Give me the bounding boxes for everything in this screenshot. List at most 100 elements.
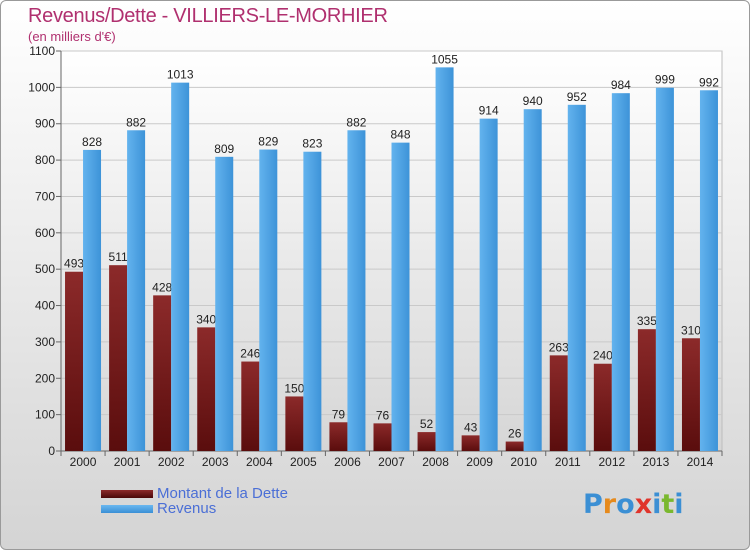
bar-revenus [435,67,454,451]
bar-revenus [303,151,322,451]
y-tick-label: 600 [35,226,55,240]
bar-revenus [523,109,542,451]
data-label-revenus: 882 [126,115,146,129]
logo-letter: x [634,489,653,520]
chart-subtitle: (en milliers d'€) [28,29,116,44]
data-label-revenus: 848 [390,128,410,142]
x-tick-label: 2012 [598,455,625,469]
data-label-revenus: 992 [699,75,719,89]
y-tick-label: 100 [35,408,55,422]
proxiti-logo: Proxiti [583,489,684,520]
x-tick-label: 2010 [510,455,537,469]
data-label-dette: 428 [152,280,172,294]
data-label-revenus: 1055 [431,52,458,66]
data-label-revenus: 940 [523,94,543,108]
x-tick-label: 2004 [246,455,273,469]
data-label-dette: 493 [64,257,84,271]
logo-letter: i [674,489,684,520]
x-tick-label: 2009 [466,455,493,469]
data-label-dette: 43 [464,420,478,434]
logo-letter: o [616,489,635,520]
bar-revenus [611,93,630,451]
bar-dette [637,329,656,451]
data-label-revenus: 914 [479,104,499,118]
data-label-revenus: 828 [82,135,102,149]
data-label-dette: 511 [109,250,128,264]
x-tick-label: 2014 [687,455,714,469]
x-tick-label: 2000 [70,455,97,469]
bar-revenus [215,156,234,451]
logo-letter: P [583,489,603,520]
data-label-revenus: 999 [655,73,675,87]
bar-dette [153,295,172,451]
bar-dette [505,441,524,451]
data-label-dette: 246 [240,347,260,361]
bar-revenus [347,130,366,452]
logo-letter: t [661,489,675,520]
bar-revenus [259,149,278,451]
legend-label-dette: Montant de la Dette [157,485,288,502]
bar-dette [285,396,304,451]
data-label-dette: 76 [376,408,390,422]
y-tick-label: 700 [35,189,55,203]
data-label-dette: 340 [196,312,216,326]
y-tick-label: 300 [35,335,55,349]
x-tick-label: 2002 [158,455,185,469]
data-label-revenus: 1013 [167,68,194,82]
x-tick-label: 2003 [202,455,229,469]
legend-swatch-dette [101,490,153,498]
bar-revenus [699,90,718,451]
data-label-dette: 26 [508,427,522,441]
x-tick-label: 2007 [378,455,405,469]
data-label-revenus: 823 [302,137,322,151]
chart-title: Revenus/Dette - VILLIERS-LE-MORHIER [28,5,388,27]
y-tick-label: 0 [48,444,55,458]
bar-revenus [127,130,146,452]
x-tick-label: 2001 [114,455,141,469]
data-label-revenus: 952 [567,90,587,104]
x-tick-label: 2006 [334,455,361,469]
data-label-dette: 310 [681,323,701,337]
y-tick-label: 500 [35,262,55,276]
y-tick-label: 800 [35,153,55,167]
data-label-revenus: 829 [258,135,278,149]
bar-revenus [655,87,674,452]
bar-dette [197,327,216,451]
bar-revenus [171,82,190,452]
y-tick-label: 400 [35,299,55,313]
bar-dette [461,435,480,451]
x-tick-label: 2005 [290,455,317,469]
bar-dette [65,271,84,451]
x-tick-label: 2008 [422,455,449,469]
y-tick-label: 1000 [28,80,55,94]
bar-dette [373,423,392,451]
bar-dette [549,355,568,451]
logo-letter: i [652,489,662,520]
y-tick-label: 1100 [29,44,55,58]
bar-dette [109,265,128,451]
logo-letter: r [602,489,617,520]
bar-revenus [567,104,586,452]
data-label-revenus: 809 [214,142,234,156]
bar-dette [593,363,612,451]
data-label-dette: 240 [593,349,613,363]
data-label-revenus: 882 [346,115,366,129]
bar-revenus [479,118,498,452]
bar-dette [681,338,700,451]
data-label-dette: 52 [420,417,434,431]
bar-revenus [83,149,102,451]
data-label-dette: 150 [284,381,304,395]
data-label-revenus: 984 [611,78,631,92]
bar-revenus [391,142,410,452]
bar-dette [329,422,348,451]
legend-swatch-revenus [101,505,153,513]
data-label-dette: 335 [637,314,657,328]
bar-dette [417,432,436,451]
x-tick-label: 2011 [555,455,581,469]
x-tick-label: 2013 [643,455,670,469]
y-tick-label: 200 [35,371,55,385]
data-label-dette: 79 [332,407,346,421]
bar-dette [241,361,260,451]
